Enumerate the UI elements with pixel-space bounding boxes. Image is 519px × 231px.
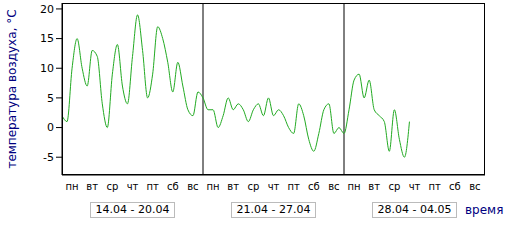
html-text:14.04 - 20.04: 14.04 - 20.04 (95, 203, 170, 216)
svg-text:вт: вт (227, 181, 239, 192)
svg-text:чт: чт (127, 181, 139, 192)
svg-text:вс: вс (328, 181, 339, 192)
svg-text:пт: пт (428, 181, 441, 192)
svg-text:вт: вт (368, 181, 380, 192)
svg-text:20: 20 (40, 3, 54, 16)
svg-text:вс: вс (469, 181, 480, 192)
svg-text:ср: ср (106, 181, 118, 192)
svg-text:чт: чт (268, 181, 280, 192)
svg-text:чт: чт (409, 181, 421, 192)
svg-text:0: 0 (47, 121, 54, 134)
svg-text:ср: ср (388, 181, 400, 192)
svg-text:сб: сб (167, 181, 179, 192)
svg-text:-5: -5 (43, 151, 54, 164)
svg-text:15: 15 (40, 32, 54, 45)
svg-text:температура воздуха, °C: температура воздуха, °C (8, 9, 19, 168)
html-text:28.04 - 04.05: 28.04 - 04.05 (377, 203, 452, 216)
svg-text:пт: пт (146, 181, 159, 192)
svg-text:сб: сб (308, 181, 320, 192)
html-text:21.04 - 27.04: 21.04 - 27.04 (236, 203, 311, 216)
svg-text:пт: пт (287, 181, 300, 192)
svg-text:пн: пн (207, 181, 220, 192)
svg-text:ср: ср (247, 181, 259, 192)
svg-text:сб: сб (449, 181, 461, 192)
svg-text:10: 10 (40, 62, 54, 75)
svg-text:вс: вс (187, 181, 198, 192)
svg-text:вт: вт (86, 181, 98, 192)
svg-text:пн: пн (348, 181, 361, 192)
html-text:время: время (465, 203, 504, 217)
svg-text:5: 5 (47, 92, 54, 105)
svg-text:пн: пн (66, 181, 79, 192)
